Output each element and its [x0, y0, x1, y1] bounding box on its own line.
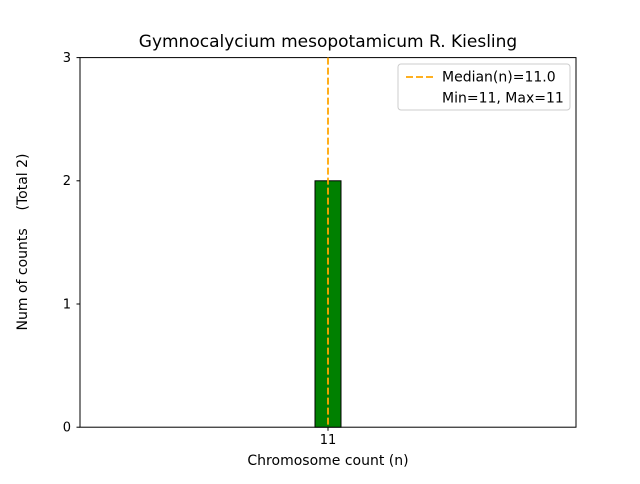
- y-tick-label: 2: [63, 174, 71, 189]
- y-tick-label: 3: [63, 51, 71, 66]
- y-axis-tick-labels: 0 1 2 3: [63, 51, 71, 436]
- x-tick-label: 11: [320, 433, 337, 448]
- legend-entry-median: Median(n)=11.0: [442, 70, 556, 86]
- legend: Median(n)=11.0 Min=11, Max=11: [397, 63, 571, 111]
- y-tick-label: 0: [63, 421, 71, 436]
- y-axis-ticks: [76, 57, 80, 428]
- legend-entry-minmax: Min=11, Max=11: [442, 91, 564, 107]
- y-axis-label: Num of counts (Total 2): [15, 154, 31, 331]
- x-axis-label: Chromosome count (n): [247, 453, 408, 469]
- y-tick-label: 1: [63, 297, 71, 312]
- legend-frame: [397, 63, 571, 111]
- chart-title: Gymnocalycium mesopotamicum R. Kiesling: [139, 32, 517, 52]
